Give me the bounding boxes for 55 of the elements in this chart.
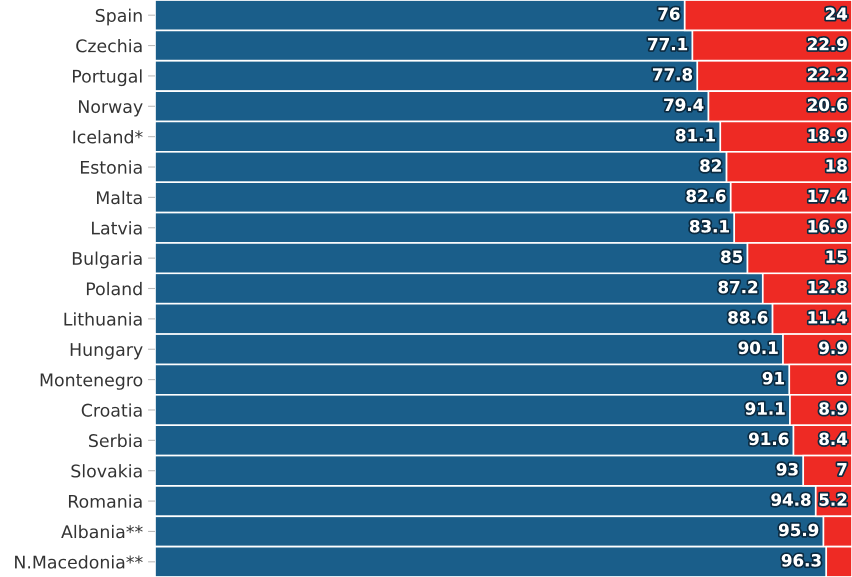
y-tick-label: Lithuania [64,312,142,326]
data-label: 9 [837,372,847,384]
y-tick-label: N.Macedonia** [15,555,143,569]
y-tick-label: Serbia [89,434,142,448]
y-tick-label: Czechia [76,38,142,52]
data-label: 77.1 [648,38,688,50]
data-label: 91.6 [749,432,788,446]
data-label: 5.2 [820,493,846,506]
data-label: 8.9 [819,402,847,415]
y-tick-label: Malta [97,190,142,204]
data-label: 16.9 [808,220,847,233]
y-tick-label: Croatia [82,403,142,417]
y-tick-label: Bulgaria [72,252,142,268]
y-tick-label: Hungary [70,343,143,360]
data-label: 20.6 [808,98,847,112]
data-label: 93 [776,462,798,476]
y-tick-label: Norway [79,100,143,116]
y-tick-label: Slovakia [71,464,142,478]
data-label: 95.9 [778,524,818,536]
data-label: 79.4 [664,98,704,112]
data-label: 77.8 [653,68,692,81]
y-tick-label: Portugal [73,69,142,86]
data-label: 8.4 [819,432,848,446]
data-label: 82 [700,159,721,172]
data-label: 18.9 [808,128,847,142]
data-label: 82.6 [686,190,726,202]
y-tick-label: Albania** [61,524,143,538]
data-label: 15 [826,250,847,263]
y-tick-label: Estonia [80,160,142,174]
data-label: 18 [826,159,847,172]
data-label: 76 [658,7,680,20]
y-tick-label: Latvia [92,221,142,235]
y-tick-label: Iceland* [73,130,143,144]
data-label: 17.4 [808,190,848,202]
data-label: 91 [762,372,784,384]
data-label: 11.4 [808,311,848,324]
data-label: 24 [826,7,848,20]
data-label: 12.8 [808,280,847,294]
data-label: 85 [721,250,742,263]
data-label: 91.1 [746,402,785,415]
y-tick-label: Montenegro [40,374,142,390]
data-label: 7 [837,463,846,476]
data-label: 9.9 [819,341,847,354]
data-label: 81.1 [676,128,715,142]
data-label: 94.8 [771,493,811,506]
data-label: 83.1 [690,220,729,233]
data-label: 88.6 [728,311,768,324]
data-label: 22.9 [808,38,847,50]
y-tick-label: Spain [96,8,142,26]
data-label: 87.2 [718,280,758,294]
data-label: 90.1 [738,341,778,354]
y-tick-label: Poland [86,282,142,296]
data-label: 96.3 [782,554,821,567]
y-tick-label: Romania [68,494,142,508]
data-label: 22.2 [808,68,846,81]
